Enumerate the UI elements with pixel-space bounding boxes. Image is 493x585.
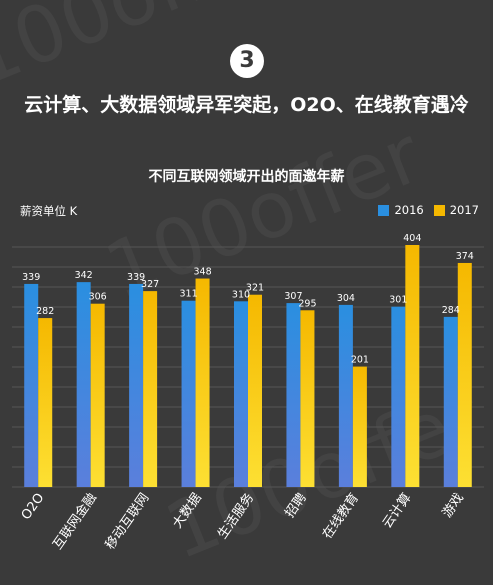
- page-headline: 云计算、大数据领域异军突起，O2O、在线教育遇冷: [24, 94, 469, 116]
- bar-2016-4: [234, 301, 248, 487]
- legend-label-2016: 2016: [394, 203, 424, 217]
- chart-title: 不同互联网领域开出的面邀年薪: [148, 169, 345, 185]
- data-label-2017-2: 327: [141, 279, 159, 290]
- x-tick-label: 云计算: [380, 491, 415, 532]
- data-label-2016-7: 301: [389, 295, 407, 306]
- data-label-2016-2: 339: [127, 272, 145, 283]
- bar-2016-3: [181, 300, 196, 487]
- data-label-2017-5: 295: [298, 298, 316, 309]
- data-label-2016-1: 342: [75, 270, 93, 281]
- legend-item-2016: 2016: [378, 203, 424, 217]
- bar-2016-2: [129, 283, 144, 487]
- bar-2016-5: [286, 303, 301, 487]
- legend-swatch-2016: [378, 204, 390, 216]
- data-label-2017-7: 404: [403, 233, 421, 244]
- data-label-2017-3: 348: [193, 267, 211, 278]
- data-label-2016-8: 284: [442, 305, 460, 316]
- bar-2016-1: [76, 282, 91, 487]
- data-label-2016-3: 311: [179, 289, 197, 300]
- bar-2017-5: [300, 310, 315, 487]
- x-tick-label: 移动互联网: [103, 491, 153, 553]
- x-tick-label: 游戏: [440, 491, 467, 521]
- data-label-2017-1: 306: [89, 292, 107, 303]
- x-tick-label: 生活服务: [214, 490, 257, 542]
- data-label-2016-5: 307: [284, 291, 302, 302]
- bar-2017-1: [90, 303, 105, 487]
- bar-2017-7: [405, 245, 420, 487]
- bar-2016-7: [391, 306, 406, 487]
- data-label-2016-0: 339: [22, 272, 40, 283]
- bar-2016-8: [443, 316, 458, 487]
- x-tick-label: O2O: [19, 491, 48, 523]
- data-label-2016-4: 310: [232, 289, 250, 300]
- x-tick-label: 大数据: [170, 491, 205, 532]
- chart-legend: 2016 2017: [378, 203, 479, 217]
- section-number-badge: 3: [230, 44, 264, 78]
- legend-label-2017: 2017: [449, 203, 479, 217]
- data-label-2016-6: 304: [337, 293, 355, 304]
- legend-item-2017: 2017: [433, 203, 479, 217]
- bar-2017-0: [38, 318, 53, 487]
- bar-2017-6: [352, 366, 367, 487]
- data-label-2017-6: 201: [351, 355, 369, 366]
- legend-swatch-2017: [433, 204, 445, 216]
- bar-2017-4: [248, 294, 262, 487]
- x-tick-label: 招聘: [283, 491, 310, 521]
- bar-2016-0: [24, 283, 39, 487]
- bar-2017-2: [143, 291, 158, 487]
- data-label-2017-4: 321: [246, 283, 264, 294]
- bar-2017-3: [195, 278, 210, 487]
- bar-2016-6: [338, 304, 353, 487]
- data-label-2017-0: 282: [36, 306, 54, 317]
- x-tick-label: 在线教育: [319, 490, 362, 542]
- bar-2017-8: [457, 262, 472, 487]
- data-label-2017-8: 374: [456, 251, 474, 262]
- y-axis-unit-label: 薪资单位 K: [20, 204, 78, 218]
- x-tick-label: 互联网金融: [50, 490, 100, 552]
